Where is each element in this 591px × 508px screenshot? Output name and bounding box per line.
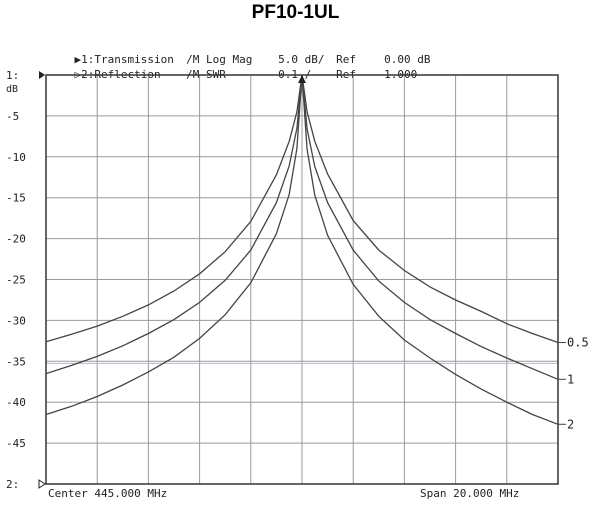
y-tick-label: -15 [6, 192, 26, 205]
y-tick-label: -5 [6, 110, 19, 123]
grid-layer [46, 75, 558, 484]
y-tick-labels: 1: -5 -10 -15 -20 -25 -30 -35 -40 -45 2: dB [6, 69, 46, 491]
series-layer [45, 74, 559, 425]
y-tick-label: 2: [6, 478, 19, 491]
series-labels: 0.5 1 2 [558, 335, 589, 431]
y-tick-label: -30 [6, 314, 26, 327]
series-label: 0.5 [567, 335, 589, 349]
y-tick-label: -45 [6, 437, 26, 450]
center-frequency: Center 445.000 MHz [48, 487, 168, 500]
y-tick-label: -10 [6, 151, 26, 164]
trace1-label: 1:Transmission [81, 53, 174, 66]
series-label: 1 [567, 372, 574, 386]
chart-title: PF10-1UL [251, 2, 340, 23]
span-frequency: Span 20.000 MHz [420, 487, 520, 500]
y-tick-label: -20 [6, 233, 26, 246]
trace1-format: /M Log Mag [186, 53, 253, 66]
y-tick-label: 1: [6, 69, 19, 82]
trace1-scale: 5.0 dB/ [278, 53, 325, 66]
trace1-marker: ▶ [74, 53, 82, 66]
y-tick-label: -35 [6, 355, 26, 368]
ref-marker-icon [39, 71, 45, 79]
y-unit-label: dB [6, 84, 18, 95]
y-tick-label: -25 [6, 274, 26, 287]
y-tick-label: -40 [6, 396, 26, 409]
ref-marker-icon [38, 479, 46, 489]
trace1-ref: Ref [336, 53, 356, 66]
peak-marker-icon [298, 75, 306, 83]
trace1-ref-value: 0.00 dB [384, 53, 431, 66]
series-label: 2 [567, 417, 574, 431]
trace1-header: ▶1:Transmission/M Log Mag 5.0 dB/Ref 0.00 … [48, 40, 431, 79]
